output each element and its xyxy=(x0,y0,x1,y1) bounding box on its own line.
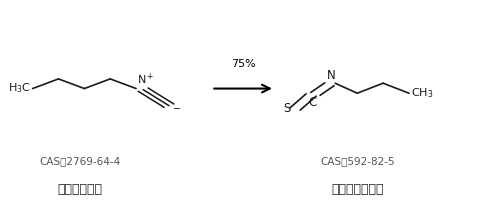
Text: $\mathregular{CH_3}$: $\mathregular{CH_3}$ xyxy=(411,86,433,100)
Text: $\mathregular{H_3C}$: $\mathregular{H_3C}$ xyxy=(8,82,31,95)
Text: $\mathregular{N^+}$: $\mathregular{N^+}$ xyxy=(137,72,155,88)
Text: $-$: $-$ xyxy=(172,102,181,112)
Text: 75%: 75% xyxy=(231,59,255,69)
Text: N: N xyxy=(327,69,336,82)
Text: S: S xyxy=(283,103,290,116)
Text: CAS：2769-64-4: CAS：2769-64-4 xyxy=(39,156,120,167)
Text: 异膋基正丁烷: 异膋基正丁烷 xyxy=(57,183,102,196)
Text: 丁基异硫氩酸酯: 丁基异硫氩酸酯 xyxy=(331,183,384,196)
Text: CAS：592-82-5: CAS：592-82-5 xyxy=(320,156,395,167)
Text: C: C xyxy=(309,96,317,109)
